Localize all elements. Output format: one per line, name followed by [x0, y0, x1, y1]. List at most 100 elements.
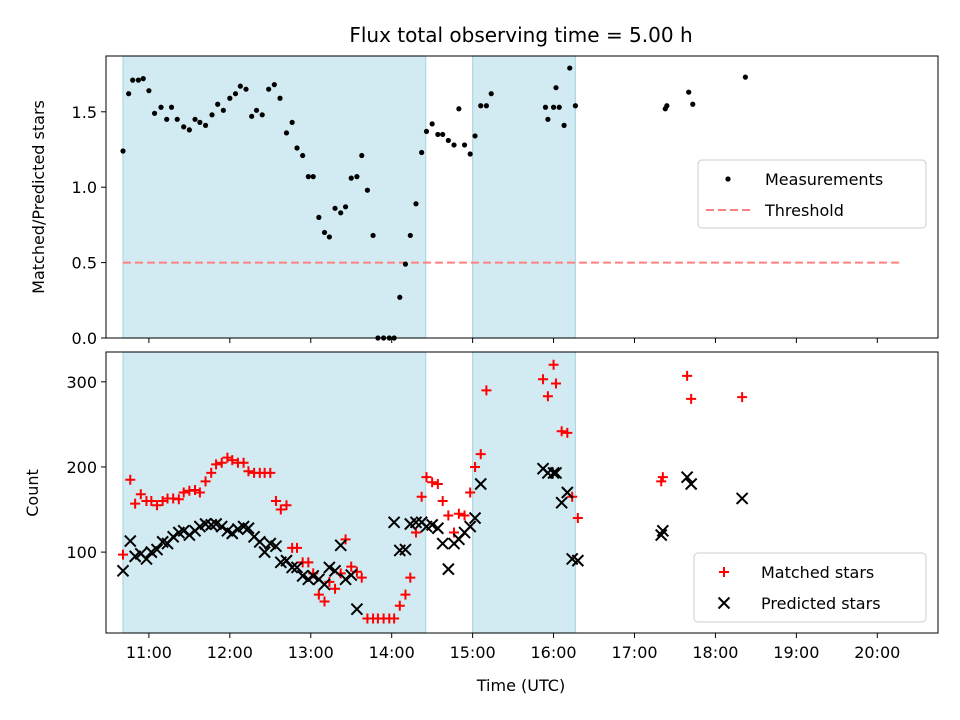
legend-measurement-swatch	[725, 176, 731, 182]
count-panel: 11:00 12:00 13:00 14:00 15:00 16:00 17:00 18:00…	[23, 351, 939, 695]
predicted-star-point	[269, 539, 283, 553]
legend-box	[697, 159, 927, 229]
matched-star-point	[389, 613, 400, 624]
matched-star-point	[737, 392, 748, 403]
measurement-point	[310, 174, 316, 180]
measurement-point	[419, 149, 425, 156]
matched-star-point	[243, 466, 254, 477]
measurement-point	[140, 76, 146, 82]
predicted-star-point	[436, 537, 449, 550]
predicted-star-point	[555, 496, 568, 509]
measurement-point	[572, 103, 579, 109]
predicted-star-points	[116, 462, 749, 616]
chart-title: Flux total observing time = 5.00 h	[349, 23, 692, 47]
matched-star-point	[432, 478, 443, 489]
measurement-point	[686, 89, 692, 95]
y-tick-label: 300	[66, 373, 97, 392]
legend-box	[693, 552, 927, 623]
matched-star-point	[421, 472, 432, 483]
observing-window-span	[122, 351, 427, 634]
matched-star-point	[319, 596, 330, 607]
measurement-point	[289, 119, 295, 125]
observing-window-span	[472, 351, 577, 634]
matched-star-point	[211, 459, 222, 470]
predicted-star-point	[431, 522, 445, 535]
matched-star-point	[416, 491, 427, 502]
predicted-star-point	[474, 477, 487, 491]
measurement-point	[321, 229, 328, 236]
matched-star-point	[146, 496, 157, 507]
measurement-point	[461, 142, 468, 148]
measurement-point	[277, 95, 283, 101]
measurement-point	[556, 104, 562, 110]
measurement-point	[300, 152, 306, 159]
matched-star-point	[117, 549, 128, 560]
predicted-star-point	[654, 528, 668, 542]
measurement-point	[402, 261, 409, 267]
y-tick-label: 0.0	[72, 329, 97, 348]
predicted-star-point	[549, 466, 563, 480]
measurement-point	[253, 107, 260, 113]
matched-star-point	[238, 457, 249, 468]
measurement-point	[545, 116, 551, 122]
measurement-point	[423, 128, 430, 135]
measurement-point	[232, 91, 239, 97]
matched-star-point	[135, 489, 146, 500]
count-axes-frame	[105, 351, 939, 634]
matched-star-point	[265, 467, 276, 478]
matched-star-point	[178, 487, 189, 498]
predicted-star-point	[124, 534, 137, 548]
predicted-star-point	[561, 486, 574, 499]
measurement-point	[451, 142, 457, 148]
measurement-point	[354, 174, 360, 180]
matched-star-point	[443, 510, 454, 521]
x-axis-label: Time (UTC)	[476, 676, 565, 695]
y-tick-label: 0.5	[72, 254, 97, 273]
measurement-point	[227, 95, 233, 101]
matched-star-point	[200, 476, 211, 487]
ratio-panel: 0.0 0.5 1.0 1.5 Matched/Predicted stars Mea…	[29, 55, 939, 348]
matched-star-point	[657, 472, 668, 483]
matched-star-point	[470, 461, 481, 472]
measurement-point	[550, 104, 557, 110]
matched-star-point	[292, 542, 303, 553]
matched-star-point	[206, 467, 217, 478]
predicted-star-point	[318, 578, 331, 591]
predicted-star-point	[334, 539, 347, 552]
matched-star-point	[542, 391, 553, 402]
predicted-star-point	[253, 535, 266, 549]
predicted-star-point	[242, 522, 255, 535]
measurement-point	[456, 106, 462, 112]
matched-star-point	[453, 508, 464, 519]
ratio-y-axis-label: Matched/Predicted stars	[29, 100, 48, 294]
measurement-point	[192, 116, 198, 122]
predicted-star-point	[323, 561, 336, 574]
x-tick-label: 12:00	[207, 643, 253, 662]
measurement-point	[266, 86, 272, 92]
measurement-point	[209, 112, 215, 118]
measurement-point	[130, 77, 136, 83]
predicted-star-point	[442, 562, 455, 576]
count-y-axis-label: Count	[23, 469, 42, 517]
predicted-star-point	[296, 569, 309, 583]
matched-star-point	[465, 487, 476, 498]
measurement-point	[332, 205, 338, 211]
legend-label: Matched stars	[761, 563, 874, 582]
matched-star-point	[125, 474, 136, 485]
matched-star-point	[437, 496, 448, 507]
measurement-point	[567, 65, 573, 71]
matched-star-point	[303, 557, 314, 568]
matched-star-point	[459, 510, 470, 521]
matched-star-point	[400, 589, 411, 600]
measurement-point	[215, 101, 221, 107]
x-tick-label: 18:00	[692, 643, 738, 662]
predicted-star-point	[350, 602, 364, 616]
measurement-point	[271, 82, 277, 88]
predicted-star-point	[409, 516, 423, 529]
predicted-star-point	[285, 561, 299, 574]
measurement-point	[364, 187, 371, 193]
measurement-point	[478, 103, 484, 109]
matched-star-point	[538, 374, 549, 385]
predicted-star-point	[205, 518, 218, 532]
ratio-legend: Measurements Threshold	[697, 159, 927, 229]
